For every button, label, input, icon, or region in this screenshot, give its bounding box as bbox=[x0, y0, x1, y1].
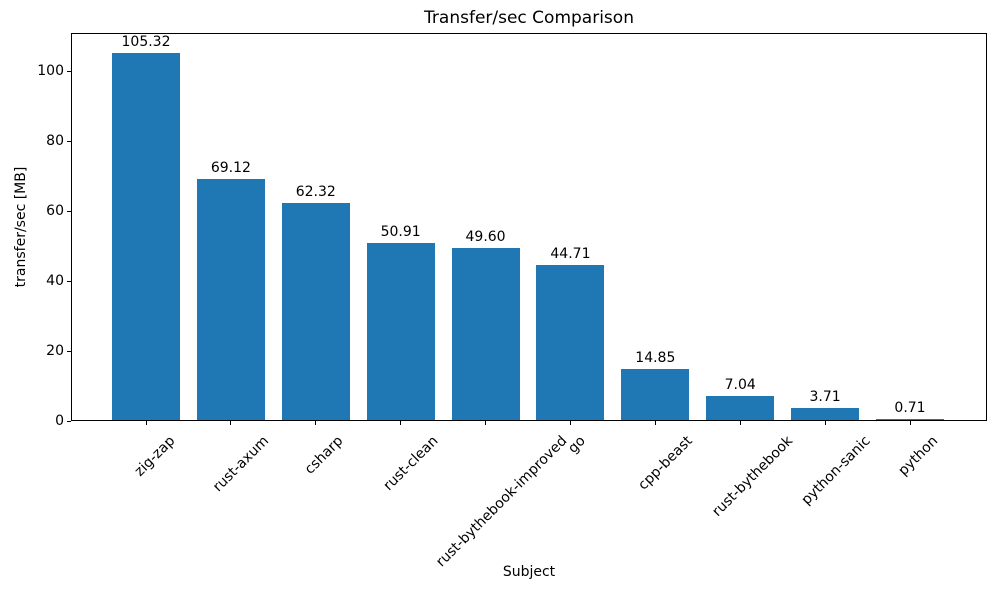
bar bbox=[451, 247, 520, 421]
x-tick-label: zig-zap bbox=[131, 433, 179, 480]
y-tick-label: 40 bbox=[46, 273, 64, 290]
x-tick bbox=[654, 421, 656, 425]
bar-value-label: 105.32 bbox=[121, 33, 171, 50]
y-tick-label: 60 bbox=[46, 203, 64, 220]
x-tick-label: python bbox=[895, 433, 942, 479]
y-tick bbox=[67, 210, 71, 212]
x-tick bbox=[739, 421, 741, 425]
y-tick bbox=[67, 350, 71, 352]
bar-value-label: 69.12 bbox=[210, 160, 251, 177]
x-tick-label: cpp-beast bbox=[635, 433, 696, 494]
bar bbox=[706, 396, 775, 421]
bar bbox=[366, 243, 435, 421]
plot-area: 0 20 40 60 80 100 105.32 zig-zap 69.12 rust-axum 6… bbox=[37, 33, 987, 570]
x-tick bbox=[315, 421, 317, 425]
y-tick-label: 100 bbox=[37, 63, 64, 80]
y-tick bbox=[67, 140, 71, 142]
y-tick bbox=[67, 280, 71, 282]
bar-value-label: 14.85 bbox=[635, 350, 676, 367]
x-tick bbox=[909, 421, 911, 425]
x-tick bbox=[145, 421, 147, 425]
y-tick-label: 20 bbox=[46, 343, 64, 360]
bar bbox=[791, 408, 860, 421]
bar-value-label: 44.71 bbox=[550, 245, 591, 262]
x-tick bbox=[485, 421, 487, 425]
bar-value-label: 62.32 bbox=[295, 184, 336, 201]
x-tick bbox=[400, 421, 402, 425]
x-tick-label: rust-bythebook-improved bbox=[433, 433, 571, 571]
x-tick-label: rust-axum bbox=[209, 433, 272, 496]
x-axis-label: Subject bbox=[502, 564, 556, 580]
x-tick-label: csharp bbox=[302, 433, 347, 478]
bar bbox=[112, 52, 180, 421]
y-tick-label: 80 bbox=[46, 133, 64, 150]
bar bbox=[536, 264, 605, 421]
y-tick bbox=[67, 70, 71, 72]
x-tick-label: go bbox=[565, 433, 590, 457]
bar-value-label: 49.60 bbox=[465, 228, 506, 245]
bar-value-label: 50.91 bbox=[380, 224, 421, 241]
y-tick bbox=[67, 420, 71, 422]
x-tick bbox=[569, 421, 571, 425]
bar bbox=[621, 369, 690, 421]
bar-value-label: 3.71 bbox=[809, 389, 841, 406]
bar-value-label: 0.71 bbox=[894, 399, 926, 416]
bar bbox=[281, 203, 350, 421]
y-tick-label: 0 bbox=[55, 413, 64, 429]
x-tick-label: rust-bythebook bbox=[708, 433, 796, 520]
x-tick bbox=[230, 421, 232, 425]
y-axis-label: transfer/sec [MB] bbox=[13, 166, 29, 288]
bar bbox=[196, 179, 265, 421]
bar-value-label: 7.04 bbox=[724, 377, 756, 394]
x-tick-label: rust-clean bbox=[380, 433, 442, 494]
x-tick bbox=[824, 421, 826, 425]
x-tick-label: python-sanic bbox=[798, 433, 875, 509]
chart-title: Transfer/sec Comparison bbox=[424, 8, 634, 28]
bar bbox=[876, 418, 944, 421]
